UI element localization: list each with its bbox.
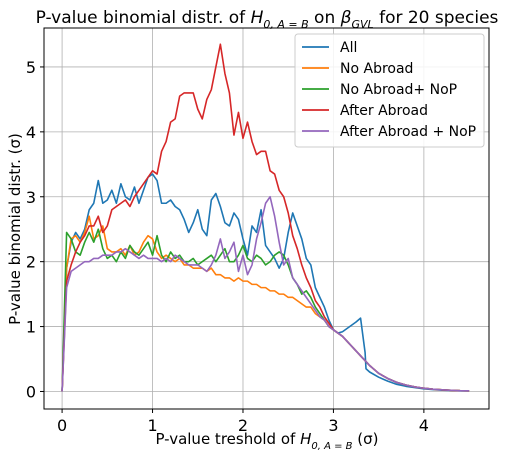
legend-label-after-abroad: After Abroad (340, 103, 428, 119)
x-tick-label: 2 (238, 416, 248, 435)
y-tick-label: 0 (26, 382, 36, 401)
legend-box (294, 33, 485, 148)
x-tick-label: 0 (57, 416, 67, 435)
x-axis-label: P-value treshold of H0, A = B (σ) (155, 430, 378, 450)
axis-ticks: 0 1 2 3 4 0 1 2 3 4 5 (26, 58, 429, 435)
legend: All No Abroad No Abroad+ NoP After Abroad Af… (294, 33, 485, 148)
plot-frame (43, 27, 490, 410)
y-tick-label: 3 (26, 188, 36, 207)
y-tick-label: 1 (26, 318, 36, 337)
series-layer (61, 43, 470, 392)
x-tick-label: 4 (419, 416, 429, 435)
y-tick-label: 5 (26, 58, 36, 77)
legend-label-no-abroad-nop: No Abroad+ NoP (340, 82, 457, 98)
series-line-after-abroad-nop (61, 195, 470, 392)
legend-label-all: All (340, 40, 357, 56)
y-tick-label: 2 (26, 253, 36, 272)
legend-label-after-abroad-nop: After Abroad + NoP (340, 124, 476, 140)
legend-label-no-abroad: No Abroad (340, 61, 413, 77)
y-tick-label: 4 (26, 123, 36, 142)
series-line-all (61, 173, 470, 392)
x-tick-label: 1 (147, 416, 157, 435)
y-axis-label: P-value binomial distr. (σ) (6, 133, 24, 325)
x-tick-label: 3 (328, 416, 338, 435)
